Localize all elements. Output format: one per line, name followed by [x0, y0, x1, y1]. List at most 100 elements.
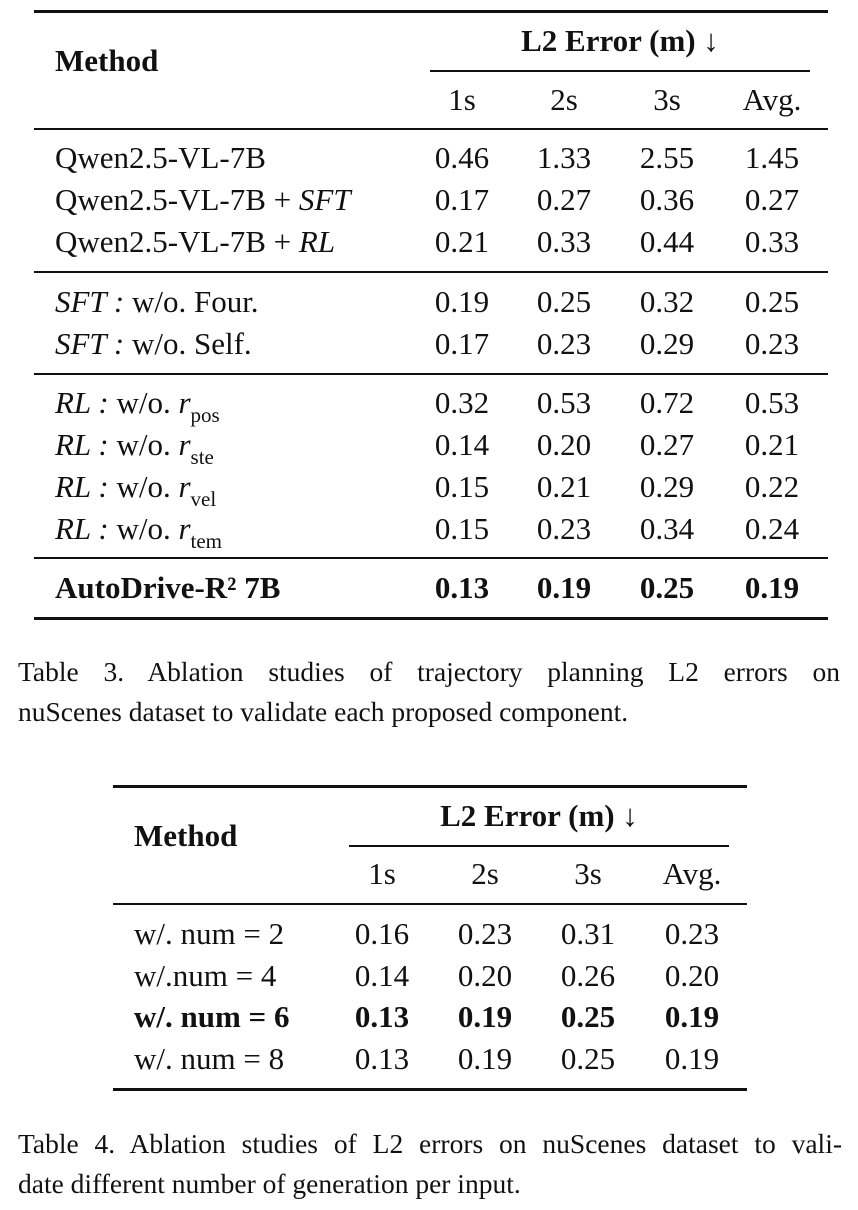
- value-cell: 0.21: [434, 224, 490, 259]
- row-label-text: w/o.: [108, 427, 179, 462]
- l2-error-header: L2 Error (m) ↓: [521, 23, 719, 58]
- value-cell: 0.24: [744, 511, 800, 546]
- value-cell: 0.20: [664, 958, 720, 993]
- row-label-italic: SFT :: [55, 326, 125, 361]
- bottom-rule: [113, 1088, 747, 1091]
- row-label-text: w/o. Four.: [124, 284, 259, 319]
- value-cell: 0.19: [744, 570, 800, 605]
- row-label-italic: SFT: [298, 182, 351, 217]
- value-cell: 0.72: [639, 385, 695, 420]
- row-label: Qwen2.5-VL-7B: [55, 141, 266, 175]
- value-cell: 0.23: [664, 916, 720, 951]
- value-cell: 0.27: [744, 182, 800, 217]
- row-label-text: w/o.: [108, 385, 179, 420]
- row-label: SFT : w/o. Self.: [55, 327, 252, 361]
- value-cell: 1.33: [536, 140, 592, 175]
- value-cell: 0.19: [434, 284, 490, 319]
- row-label-text: Qwen2.5-VL-7B +: [55, 224, 299, 259]
- value-cell: 0.13: [434, 570, 490, 605]
- row-label: RL : w/o. rtem: [55, 511, 222, 554]
- row-label-italic: RL :: [55, 511, 109, 546]
- group-rule: [34, 557, 828, 559]
- col-header-1s: 1s: [448, 82, 476, 117]
- value-cell: 0.19: [457, 1041, 513, 1076]
- value-cell: 0.25: [744, 284, 800, 319]
- col-header-avg: Avg.: [662, 856, 722, 891]
- value-cell: 0.29: [639, 469, 695, 504]
- value-cell: 0.13: [354, 1041, 410, 1076]
- value-cell: 0.26: [560, 958, 616, 993]
- table-3-caption-line-2: nuScenes dataset to validate each propos…: [18, 696, 629, 727]
- value-cell: 0.13: [354, 999, 410, 1034]
- group-rule: [34, 271, 828, 273]
- value-cell: 0.17: [434, 326, 490, 361]
- value-cell: 0.23: [457, 916, 513, 951]
- col-header-2s: 2s: [471, 856, 499, 891]
- col-header-2s: 2s: [550, 82, 578, 117]
- value-cell: 0.36: [639, 182, 695, 217]
- col-header-1s: 1s: [368, 856, 396, 891]
- row-label: w/.num = 4: [134, 958, 277, 993]
- header-cmidrule: [349, 845, 729, 847]
- reward-variable: r: [178, 469, 191, 504]
- final-model-label: AutoDrive-R² 7B: [55, 570, 281, 605]
- table-4-caption-line-1: Table 4. Ablation studies of L2 errors o…: [18, 1128, 842, 1159]
- value-cell: 0.19: [457, 999, 513, 1034]
- value-cell: 0.14: [434, 427, 490, 462]
- col-header-3s: 3s: [574, 856, 602, 891]
- l2-error-header: L2 Error (m) ↓: [440, 798, 638, 833]
- row-label: RL : w/o. rpos: [55, 385, 220, 428]
- group-rule: [34, 373, 828, 375]
- row-label-italic: RL :: [55, 469, 109, 504]
- top-rule: [34, 10, 828, 13]
- value-cell: 0.27: [536, 182, 592, 217]
- method-header: Method: [134, 818, 238, 853]
- value-cell: 0.15: [434, 469, 490, 504]
- row-label: RL : w/o. rvel: [55, 469, 216, 512]
- value-cell: 0.21: [744, 427, 800, 462]
- bottom-rule: [34, 617, 828, 620]
- method-header: Method: [55, 43, 159, 78]
- reward-subscript: ste: [190, 445, 214, 469]
- value-cell: 0.17: [434, 182, 490, 217]
- value-cell: 1.45: [744, 140, 800, 175]
- row-label-text: w/o.: [108, 469, 179, 504]
- header-cmidrule: [430, 70, 810, 72]
- value-cell: 0.46: [434, 140, 490, 175]
- table-3-caption-line-1: Table 3. Ablation studies of trajectory …: [18, 656, 840, 687]
- value-cell: 0.23: [744, 326, 800, 361]
- value-cell: 0.19: [536, 570, 592, 605]
- row-label-italic: RL: [298, 224, 336, 259]
- col-header-avg: Avg.: [742, 82, 802, 117]
- row-label: Qwen2.5-VL-7B + RL: [55, 225, 335, 259]
- value-cell: 0.25: [560, 1041, 616, 1076]
- row-label-text: Qwen2.5-VL-7B: [55, 140, 266, 175]
- value-cell: 0.21: [536, 469, 592, 504]
- value-cell: 0.44: [639, 224, 695, 259]
- value-cell: 0.20: [536, 427, 592, 462]
- row-label-text: w/o.: [108, 511, 179, 546]
- header-rule: [113, 903, 747, 905]
- value-cell: 0.23: [536, 326, 592, 361]
- value-cell: 0.31: [560, 916, 616, 951]
- value-cell: 2.55: [639, 140, 695, 175]
- value-cell: 0.25: [536, 284, 592, 319]
- header-rule: [34, 128, 828, 130]
- value-cell: 0.53: [744, 385, 800, 420]
- reward-variable: r: [178, 427, 191, 462]
- value-cell: 0.25: [560, 999, 616, 1034]
- reward-variable: r: [178, 511, 191, 546]
- reward-subscript: tem: [190, 529, 223, 553]
- value-cell: 0.33: [536, 224, 592, 259]
- row-label: Qwen2.5-VL-7B + SFT: [55, 183, 351, 217]
- value-cell: 0.33: [744, 224, 800, 259]
- reward-subscript: pos: [190, 403, 220, 427]
- value-cell: 0.23: [536, 511, 592, 546]
- value-cell: 0.25: [639, 570, 695, 605]
- value-cell: 0.14: [354, 958, 410, 993]
- table-4-caption-line-2: date different number of generation per …: [18, 1168, 521, 1199]
- row-label-italic: SFT :: [55, 284, 125, 319]
- value-cell: 0.22: [744, 469, 800, 504]
- value-cell: 0.53: [536, 385, 592, 420]
- row-label-italic: RL :: [55, 427, 109, 462]
